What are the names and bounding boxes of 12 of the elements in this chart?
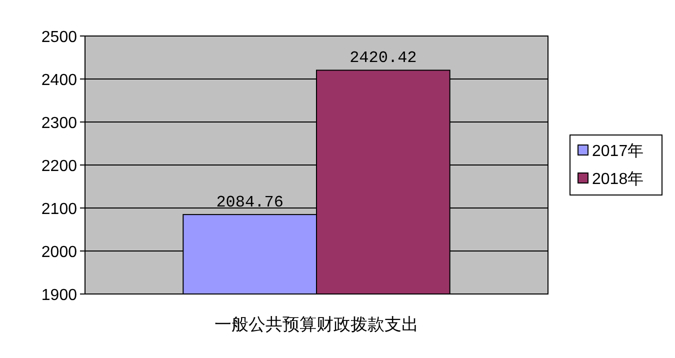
y-tick-label: 2300: [41, 115, 78, 132]
data-label: 2084.76: [216, 194, 284, 212]
y-tick-label: 1900: [41, 287, 78, 304]
y-tick-label: 2400: [41, 72, 78, 89]
y-tick-label: 2200: [41, 158, 78, 175]
y-tick-label: 2100: [41, 201, 78, 218]
legend-label: 2017年: [592, 143, 644, 160]
x-tick-label: 一般公共预算财政拨款支出: [214, 315, 418, 334]
data-label: 2420.42: [350, 49, 417, 68]
y-tick-label: 2000: [41, 244, 78, 261]
y-tick-label: 2500: [41, 29, 78, 46]
legend-label: 2018年: [592, 171, 644, 188]
